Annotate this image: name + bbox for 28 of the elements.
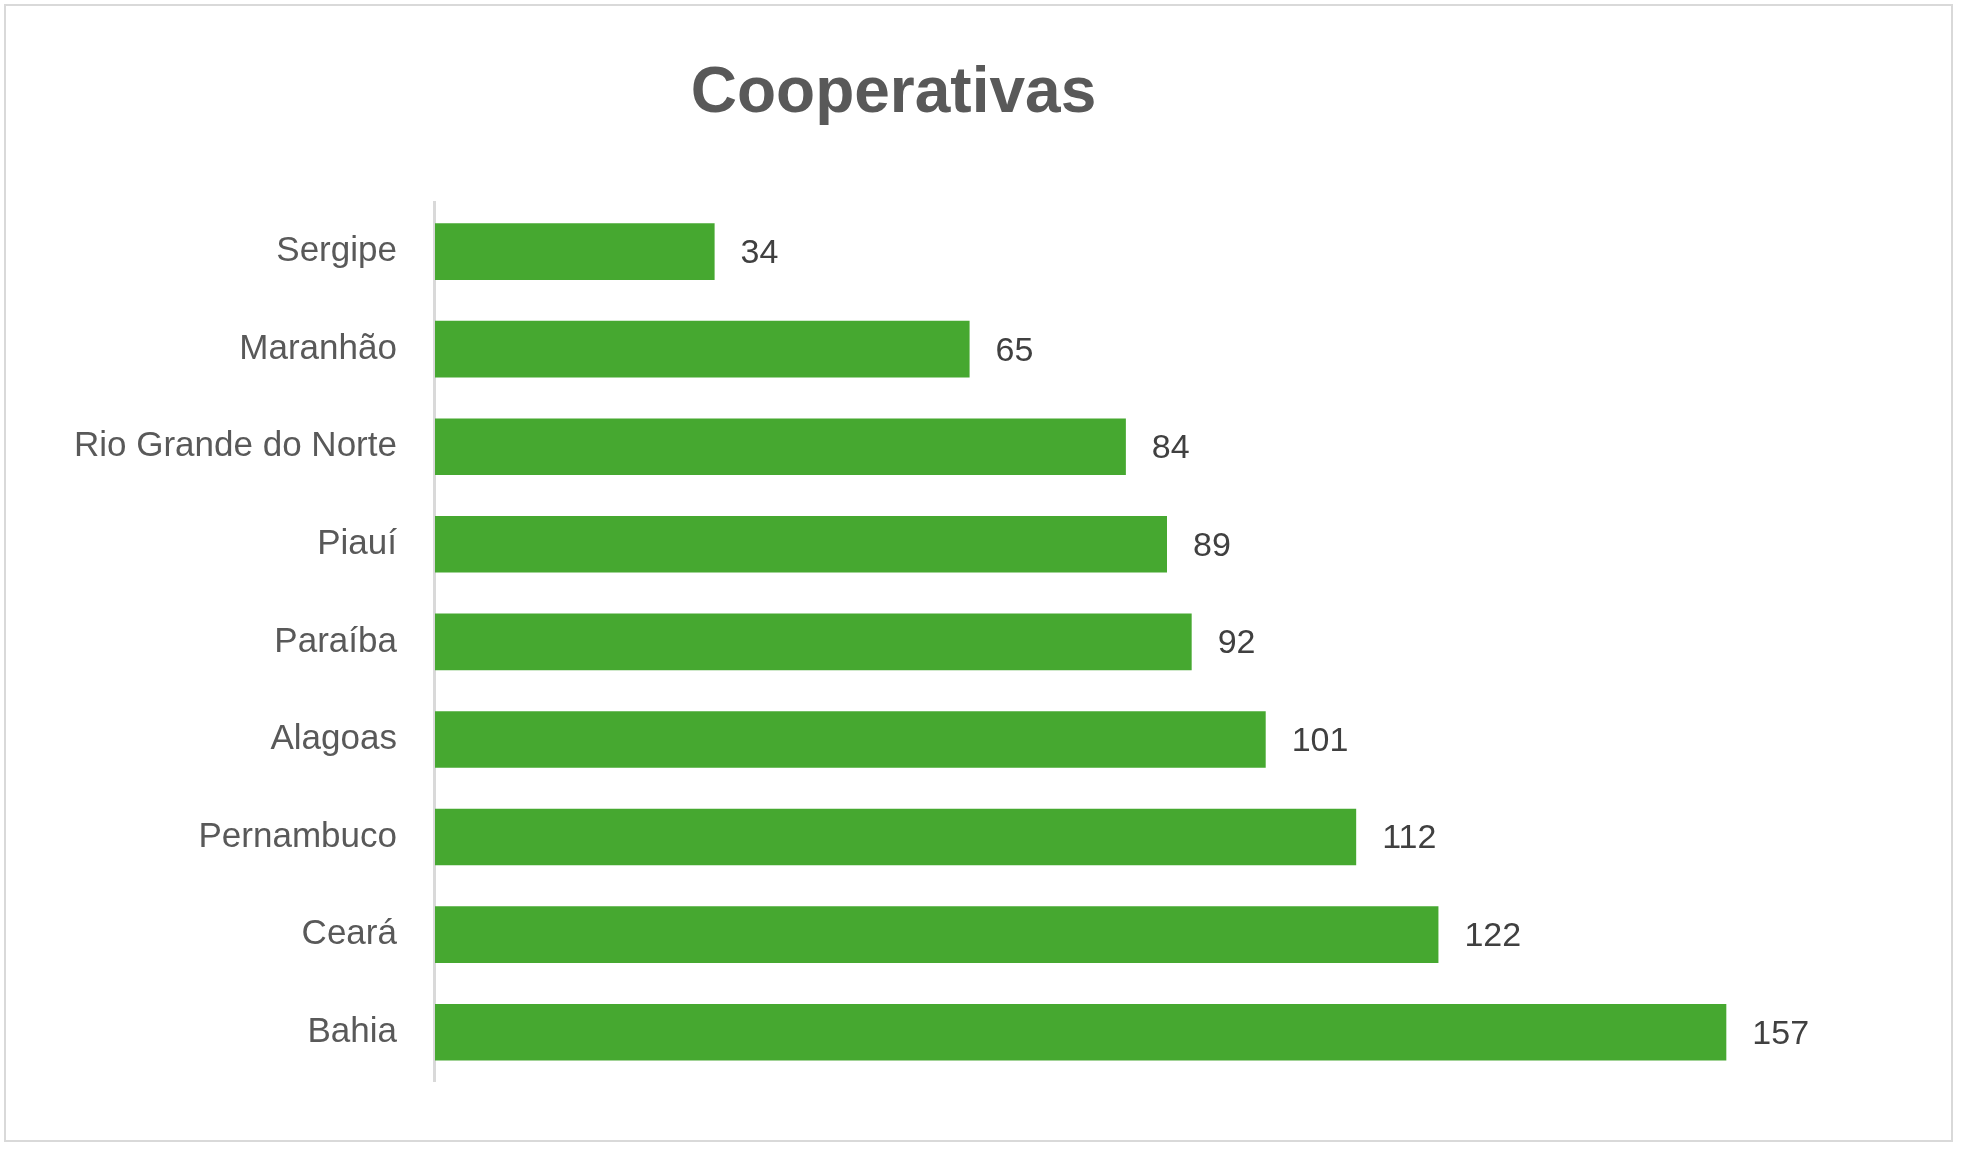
data-label: 122 [1464, 915, 1522, 954]
bar [434, 1003, 1727, 1061]
bar [434, 516, 1167, 573]
bar [434, 320, 970, 378]
data-label: 34 [740, 231, 779, 270]
y-tick-label: Pernambuco [198, 814, 397, 854]
data-label: 101 [1291, 719, 1349, 758]
data-label: 84 [1151, 427, 1190, 466]
chart-title: Cooperativas [690, 54, 1097, 127]
y-tick-label: Rio Grande do Norte [73, 424, 397, 464]
data-label: 112 [1382, 817, 1437, 856]
y-tick-label: Bahia [307, 1009, 398, 1049]
data-label: 65 [995, 329, 1034, 368]
y-tick-label: Ceará [301, 912, 398, 952]
bar [434, 711, 1266, 768]
y-tick-label: Sergipe [276, 229, 397, 269]
y-tick-label: Maranhão [239, 326, 397, 366]
data-label: 92 [1217, 622, 1256, 661]
bar [434, 223, 715, 280]
y-tick-label: Alagoas [270, 717, 397, 757]
data-label: 157 [1752, 1012, 1810, 1051]
bar [434, 613, 1192, 671]
data-label: 89 [1193, 524, 1231, 563]
bar [434, 906, 1439, 963]
bar [434, 418, 1126, 476]
bar [434, 808, 1357, 866]
y-tick-label: Paraíba [274, 619, 398, 659]
y-tick-label: Piauí [317, 521, 398, 561]
